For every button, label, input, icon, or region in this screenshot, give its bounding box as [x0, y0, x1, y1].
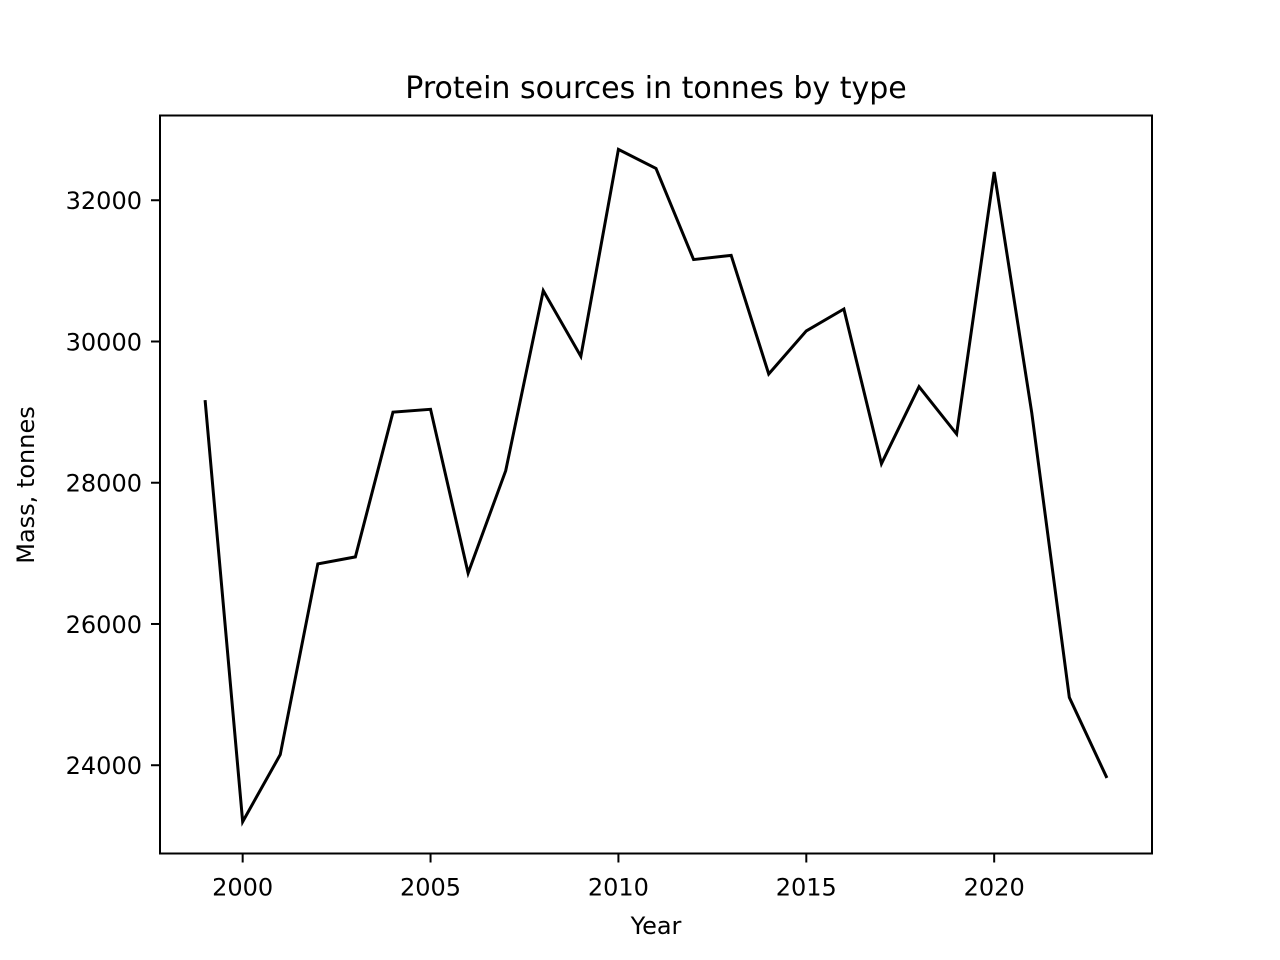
y-tick-label: 24000 [66, 752, 142, 780]
y-tick-label: 28000 [66, 470, 142, 498]
y-tick-label: 26000 [66, 611, 142, 639]
x-tick-label: 2005 [400, 874, 461, 902]
x-tick-label: 2015 [776, 874, 837, 902]
x-axis: 2000 2005 2010 2015 2020 [212, 853, 1025, 902]
plot-area-frame [159, 114, 1153, 855]
series-layer [203, 147, 1109, 827]
y-tick-label: 32000 [66, 187, 142, 215]
x-tick-label: 2000 [212, 874, 273, 902]
chart-title: Protein sources in tonnes by type [405, 71, 907, 106]
y-tick-label: 30000 [66, 328, 142, 356]
y-axis-label: Mass, tonnes [12, 406, 40, 563]
x-tick-label: 2020 [964, 874, 1025, 902]
x-axis-label: Year [630, 912, 682, 940]
series-line [203, 147, 1109, 827]
x-tick-label: 2010 [588, 874, 649, 902]
y-axis: 24000 26000 28000 30000 32000 [66, 187, 160, 780]
